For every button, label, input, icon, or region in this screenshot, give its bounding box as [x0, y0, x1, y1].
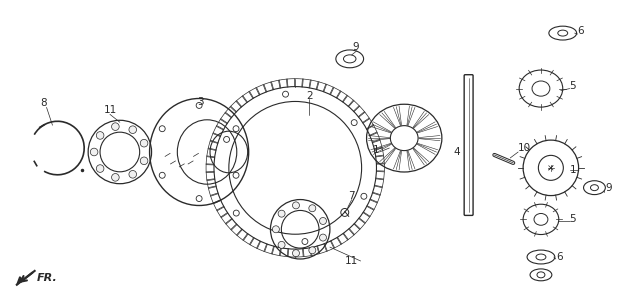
Circle shape — [309, 205, 316, 212]
Circle shape — [319, 217, 326, 224]
Text: 9: 9 — [605, 183, 612, 193]
Circle shape — [111, 174, 119, 181]
Circle shape — [319, 234, 326, 241]
Text: 3: 3 — [197, 98, 204, 108]
Circle shape — [273, 226, 280, 233]
Circle shape — [90, 148, 98, 156]
Circle shape — [140, 157, 148, 165]
Circle shape — [129, 126, 136, 133]
Text: FR.: FR. — [36, 273, 58, 283]
Text: 5: 5 — [570, 81, 576, 91]
Text: 5: 5 — [570, 214, 576, 224]
Text: 11: 11 — [104, 105, 117, 115]
Circle shape — [292, 202, 300, 209]
Text: 1: 1 — [372, 145, 379, 155]
Circle shape — [96, 132, 104, 139]
Circle shape — [309, 247, 316, 254]
Text: 1: 1 — [570, 165, 576, 175]
Polygon shape — [17, 277, 23, 285]
Circle shape — [96, 165, 104, 172]
Circle shape — [278, 241, 285, 248]
Circle shape — [140, 140, 148, 147]
Text: 8: 8 — [40, 98, 47, 108]
Text: 10: 10 — [518, 143, 531, 153]
Text: 2: 2 — [306, 91, 313, 101]
Text: 6: 6 — [578, 26, 584, 36]
Text: 9: 9 — [353, 42, 359, 52]
Circle shape — [111, 123, 119, 130]
Text: 11: 11 — [345, 256, 358, 266]
Circle shape — [292, 250, 300, 257]
Text: 7: 7 — [348, 191, 355, 201]
Text: 4: 4 — [454, 147, 460, 157]
Circle shape — [129, 171, 136, 178]
Circle shape — [278, 210, 285, 217]
Text: 6: 6 — [556, 252, 563, 262]
